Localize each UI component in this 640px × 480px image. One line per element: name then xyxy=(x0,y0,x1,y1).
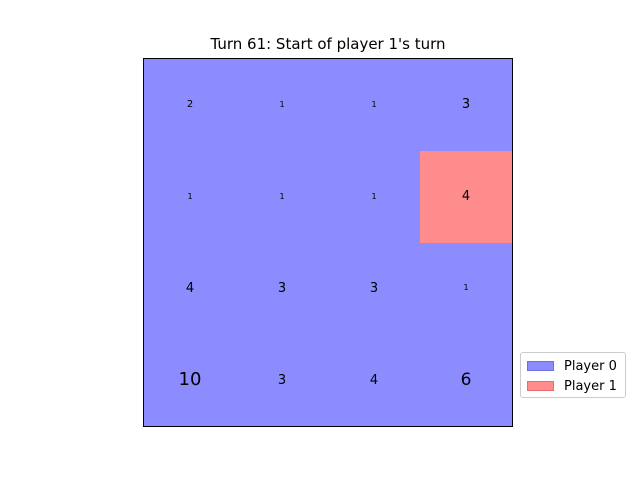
player-0-label: Player 0 xyxy=(564,358,617,374)
board-cell-r0-c2[interactable]: 1 xyxy=(328,59,420,151)
board-cell-r3-c3[interactable]: 6 xyxy=(420,334,512,426)
player-1-swatch xyxy=(527,381,554,391)
board-cell-r1-c3[interactable]: 4 xyxy=(420,150,512,243)
board-cell-r2-c2[interactable]: 3 xyxy=(328,242,420,335)
board-cell-r3-c2[interactable]: 4 xyxy=(328,334,420,426)
board-cell-r1-c1[interactable]: 1 xyxy=(236,150,328,243)
board-cell-r2-c0[interactable]: 4 xyxy=(144,242,236,335)
board-cell-r1-c2[interactable]: 1 xyxy=(328,150,420,243)
board-cell-r1-c0[interactable]: 1 xyxy=(144,150,236,243)
game-title: Turn 61: Start of player 1's turn xyxy=(210,35,446,53)
player-0-swatch xyxy=(527,361,554,371)
player-1-label: Player 1 xyxy=(564,378,617,394)
board-cell-r2-c1[interactable]: 3 xyxy=(236,242,328,335)
legend-item-player-1: Player 1 xyxy=(527,378,617,394)
board-cell-r0-c3[interactable]: 3 xyxy=(420,59,512,151)
board-cell-r0-c0[interactable]: 2 xyxy=(144,59,236,151)
legend: Player 0 Player 1 xyxy=(520,352,626,398)
game-board: 2 1 1 3 1 1 1 4 4 3 3 1 10 3 4 6 xyxy=(143,58,513,427)
board-cell-r3-c1[interactable]: 3 xyxy=(236,334,328,426)
board-cell-r0-c1[interactable]: 1 xyxy=(236,59,328,151)
legend-item-player-0: Player 0 xyxy=(527,358,617,374)
board-cell-r2-c3[interactable]: 1 xyxy=(420,242,512,335)
board-cell-r3-c0[interactable]: 10 xyxy=(144,334,236,426)
